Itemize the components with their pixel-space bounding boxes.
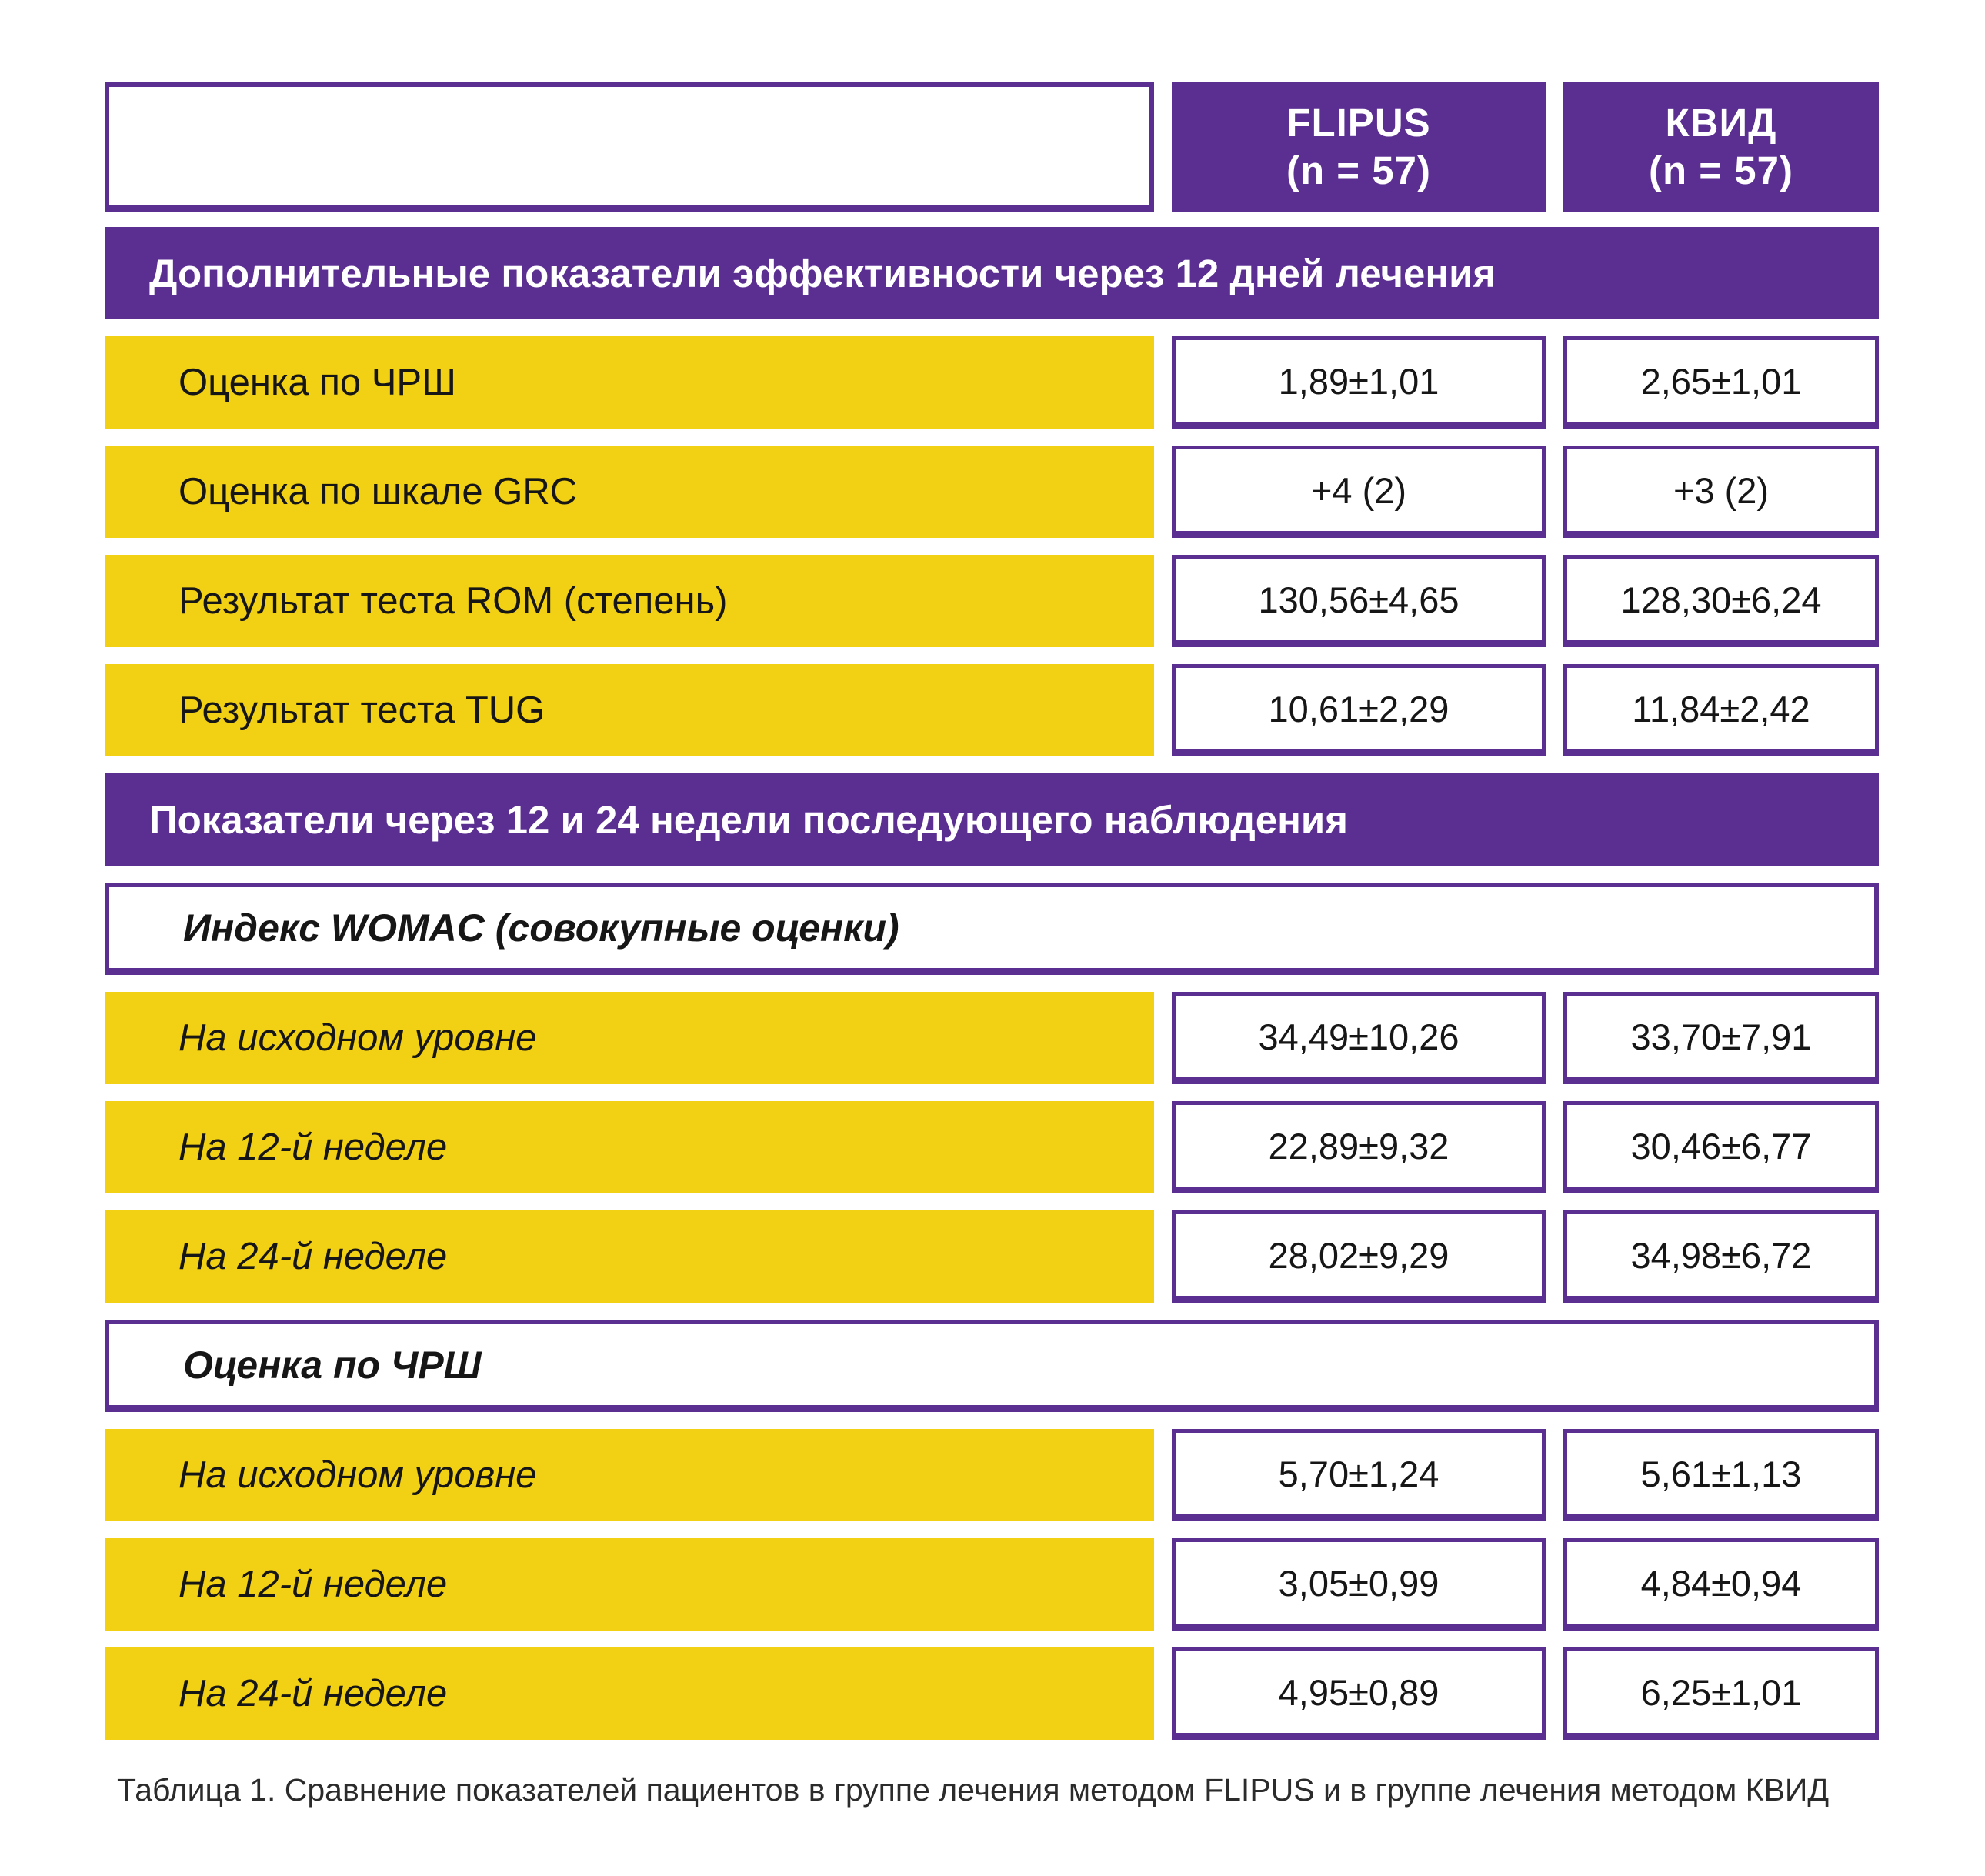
kvid-n: (n = 57) [1649, 149, 1793, 192]
kvid-value: 4,84±0,94 [1563, 1538, 1879, 1631]
flipus-value: 3,05±0,99 [1172, 1538, 1546, 1631]
row-label: На 24-й неделе [105, 1210, 1154, 1303]
kvid-value: 11,84±2,42 [1563, 664, 1879, 756]
kvid-value: 34,98±6,72 [1563, 1210, 1879, 1303]
flipus-value: +4 (2) [1172, 446, 1546, 538]
section-2-header: Показатели через 12 и 24 недели последую… [105, 773, 1879, 866]
table-row: Результат теста TUG 10,61±2,29 11,84±2,4… [105, 664, 1879, 756]
flipus-value: 28,02±9,29 [1172, 1210, 1546, 1303]
row-label: На 12-й неделе [105, 1101, 1154, 1193]
kvid-value: 2,65±1,01 [1563, 336, 1879, 429]
kvid-value: +3 (2) [1563, 446, 1879, 538]
table-row: На исходном уровне 34,49±10,26 33,70±7,9… [105, 992, 1879, 1084]
table-row: Оценка по ЧРШ 1,89±1,01 2,65±1,01 [105, 336, 1879, 429]
flipus-value: 1,89±1,01 [1172, 336, 1546, 429]
section-1-header: Дополнительные показатели эффективности … [105, 227, 1879, 319]
table-row: На исходном уровне 5,70±1,24 5,61±1,13 [105, 1429, 1879, 1521]
flipus-value: 10,61±2,29 [1172, 664, 1546, 756]
row-label: Оценка по ЧРШ [105, 336, 1154, 429]
row-label: На 12-й неделе [105, 1538, 1154, 1631]
table-row: Результат теста ROM (степень) 130,56±4,6… [105, 555, 1879, 647]
table-row: На 24-й неделе 4,95±0,89 6,25±1,01 [105, 1647, 1879, 1740]
subsection-chrsh: Оценка по ЧРШ [105, 1320, 1879, 1412]
flipus-n: (n = 57) [1286, 149, 1431, 192]
flipus-value: 34,49±10,26 [1172, 992, 1546, 1084]
table-row: Оценка по шкале GRC +4 (2) +3 (2) [105, 446, 1879, 538]
flipus-title: FLIPUS [1286, 100, 1431, 145]
flipus-value: 22,89±9,32 [1172, 1101, 1546, 1193]
row-label: На 24-й неделе [105, 1647, 1154, 1740]
corner-empty-cell [105, 82, 1154, 212]
section-2: Показатели через 12 и 24 недели последую… [105, 773, 1879, 866]
comparison-table: FLIPUS (n = 57) КВИД (n = 57) Дополнител… [105, 82, 1879, 1757]
flipus-value: 5,70±1,24 [1172, 1429, 1546, 1521]
subsection-chrsh-title: Оценка по ЧРШ [105, 1320, 1879, 1412]
kvid-value: 128,30±6,24 [1563, 555, 1879, 647]
table-row: На 24-й неделе 28,02±9,29 34,98±6,72 [105, 1210, 1879, 1303]
subsection-womac-title: Индекс WOMAC (совокупные оценки) [105, 883, 1879, 975]
subsection-womac: Индекс WOMAC (совокупные оценки) [105, 883, 1879, 975]
kvid-value: 5,61±1,13 [1563, 1429, 1879, 1521]
column-header-flipus: FLIPUS (n = 57) [1172, 82, 1546, 212]
table-row: На 12-й неделе 22,89±9,32 30,46±6,77 [105, 1101, 1879, 1193]
kvid-value: 30,46±6,77 [1563, 1101, 1879, 1193]
kvid-value: 33,70±7,91 [1563, 992, 1879, 1084]
flipus-value: 4,95±0,89 [1172, 1647, 1546, 1740]
section-1: Дополнительные показатели эффективности … [105, 227, 1879, 319]
table-caption: Таблица 1. Сравнение показателей пациент… [117, 1772, 1830, 1808]
kvid-title: КВИД [1665, 100, 1777, 145]
column-header-kvid: КВИД (n = 57) [1563, 82, 1879, 212]
kvid-value: 6,25±1,01 [1563, 1647, 1879, 1740]
table-row: На 12-й неделе 3,05±0,99 4,84±0,94 [105, 1538, 1879, 1631]
row-label: На исходном уровне [105, 992, 1154, 1084]
row-label: Оценка по шкале GRC [105, 446, 1154, 538]
table-header-row: FLIPUS (n = 57) КВИД (n = 57) [105, 82, 1879, 212]
row-label: Результат теста ROM (степень) [105, 555, 1154, 647]
row-label: На исходном уровне [105, 1429, 1154, 1521]
row-label: Результат теста TUG [105, 664, 1154, 756]
flipus-value: 130,56±4,65 [1172, 555, 1546, 647]
